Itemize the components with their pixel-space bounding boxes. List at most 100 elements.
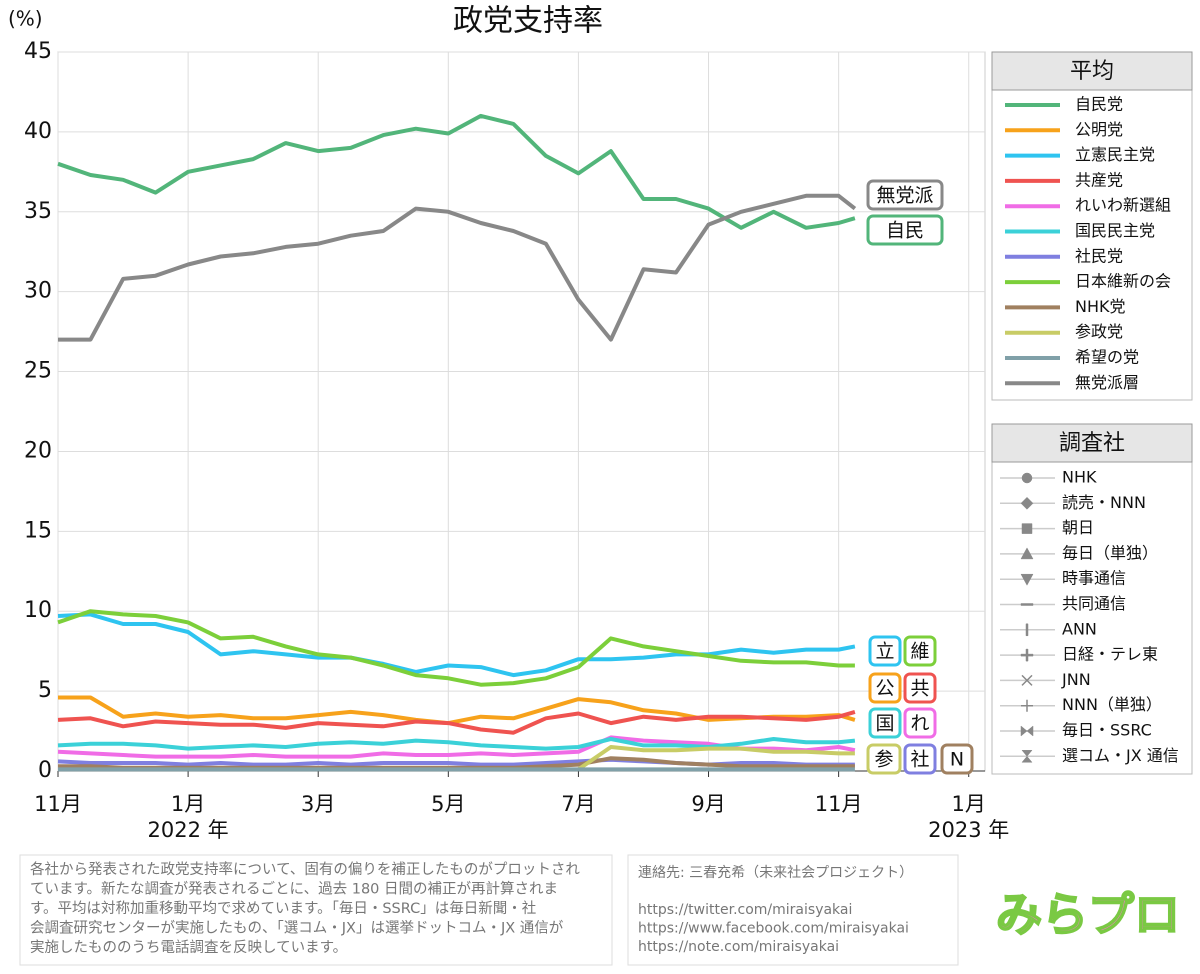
chart-title: 政党支持率 (453, 4, 603, 39)
series-line (57, 709, 856, 735)
logo: みらプロ (996, 888, 1180, 942)
x-tick-label: 5月 (431, 792, 465, 816)
end-label: N (950, 749, 964, 771)
y-tick-label: 40 (24, 119, 52, 144)
legend-label: 共産党 (1075, 170, 1123, 189)
legend-header (991, 51, 1193, 91)
y-tick-label: 35 (24, 199, 52, 224)
end-label: 共 (910, 678, 929, 700)
y-tick-label: 0 (38, 758, 52, 783)
legend-label: 参政党 (1075, 322, 1123, 341)
legend-marker (1025, 623, 1029, 637)
series-line (58, 193, 857, 342)
end-label: 国 (875, 713, 894, 735)
legend-title: 平均 (1070, 59, 1114, 84)
legend-marker (1020, 603, 1034, 606)
legend-label: 共同通信 (1062, 594, 1126, 613)
year-label: 2023 年 (928, 818, 1009, 842)
y-tick-label: 20 (24, 438, 52, 463)
legend-label: 希望の党 (1075, 348, 1139, 367)
legend-marker (1020, 648, 1034, 662)
note-text: す。平均は対称加重移動平均で求めています。「毎日・SSRC」は毎日新聞・社 (30, 900, 536, 917)
end-label-box (903, 707, 937, 739)
legend-title: 調査社 (1059, 431, 1125, 456)
legend-label: 毎日・SSRC (1062, 721, 1152, 740)
legend-label: 無党派層 (1075, 373, 1139, 392)
x-tick-label: 7月 (561, 792, 595, 816)
note-text: 各社から発表された政党支持率について、固有の偏りを補正したものがプロットされ (30, 861, 580, 878)
end-label: 維 (910, 641, 929, 663)
legend-label: 自民党 (1075, 95, 1123, 114)
note-text: 実施したもののうち電話調査を反映しています。 (30, 939, 347, 956)
contact-text: 連絡先: 三春充希（未来社会プロジェクト） (638, 865, 913, 881)
legend-label: 公明党 (1075, 120, 1123, 139)
y-tick-label: 30 (24, 279, 52, 304)
x-tick-label: 11月 (815, 792, 863, 816)
y-tick-label: 15 (24, 518, 52, 543)
series-line (57, 737, 856, 751)
legend-box (991, 461, 1193, 775)
legend-marker (1020, 725, 1034, 737)
end-label-box (868, 635, 902, 667)
end-label: 無党派 (876, 185, 933, 207)
x-tick-label: 11月 (34, 792, 82, 816)
end-label: 社 (910, 749, 929, 771)
x-tick-label: 9月 (691, 792, 725, 816)
y-tick-label: 25 (24, 359, 52, 384)
legend-label: NNN（単独） (1062, 695, 1162, 714)
end-label-box (868, 672, 902, 704)
legend-label: 社民党 (1075, 246, 1123, 265)
contact-text: https://www.facebook.com/miraisyakai (638, 921, 909, 937)
y-tick-label: 10 (24, 598, 52, 623)
legend-label: 日経・テレ東 (1062, 645, 1158, 664)
end-label-box (866, 214, 944, 246)
legend-label: 選コム・JX 通信 (1062, 746, 1179, 765)
legend-header (991, 423, 1193, 463)
legend-label: れいわ新選組 (1075, 196, 1171, 215)
legend-marker (1021, 699, 1033, 712)
x-tick-label: 3月 (301, 792, 335, 816)
end-label-box (868, 707, 902, 739)
series-line (57, 757, 855, 767)
legend-label: 日本維新の会 (1075, 272, 1171, 291)
end-label: 公 (875, 678, 894, 700)
y-tick-label: 5 (38, 678, 52, 703)
end-label-box (903, 635, 937, 667)
legend-label: NHK党 (1075, 297, 1126, 316)
legend-marker (1021, 674, 1033, 686)
legend-box (991, 89, 1193, 401)
legend-label: 時事通信 (1062, 569, 1126, 588)
contact-text: https://twitter.com/miraisyakai (638, 902, 852, 918)
x-tick-label: 1月 (171, 792, 205, 816)
legend-label: NHK (1062, 468, 1097, 487)
series-line (577, 745, 855, 772)
legend-marker (1020, 496, 1034, 510)
note-text: ています。新たな調査が発表されるごとに、過去 180 日間の補正が再計算されま (30, 881, 558, 898)
legend-label: ANN (1062, 619, 1097, 638)
legend-marker (1020, 547, 1034, 560)
x-tick-label: 1月 (952, 792, 986, 816)
contact-box (627, 854, 959, 966)
legend-label: JNN (1061, 670, 1091, 689)
end-label: れ (910, 713, 929, 735)
end-label-box (940, 743, 974, 775)
legend-label: 毎日（単独） (1062, 543, 1158, 562)
end-label-box (866, 179, 944, 211)
end-label: 立 (875, 641, 894, 663)
end-label: 参 (874, 749, 893, 771)
series-line (57, 612, 856, 678)
end-label: 自民 (886, 220, 924, 242)
end-label-box (903, 672, 937, 704)
end-label-box (866, 743, 902, 775)
note-box (19, 854, 613, 966)
contact-text: https://note.com/miraisyakai (638, 939, 839, 955)
note-text: 会調査研究センターが実施したもの、「選コム・JX」は選挙ドットコム・JX 通信が (30, 920, 564, 937)
legend-label: 朝日 (1062, 518, 1094, 537)
legend-label: 国民民主党 (1075, 221, 1155, 240)
y-axis-label: (%) (8, 7, 43, 31)
series-line (57, 113, 856, 230)
legend-marker (1020, 573, 1034, 586)
year-label: 2022 年 (148, 818, 229, 842)
end-label-box (903, 743, 937, 775)
